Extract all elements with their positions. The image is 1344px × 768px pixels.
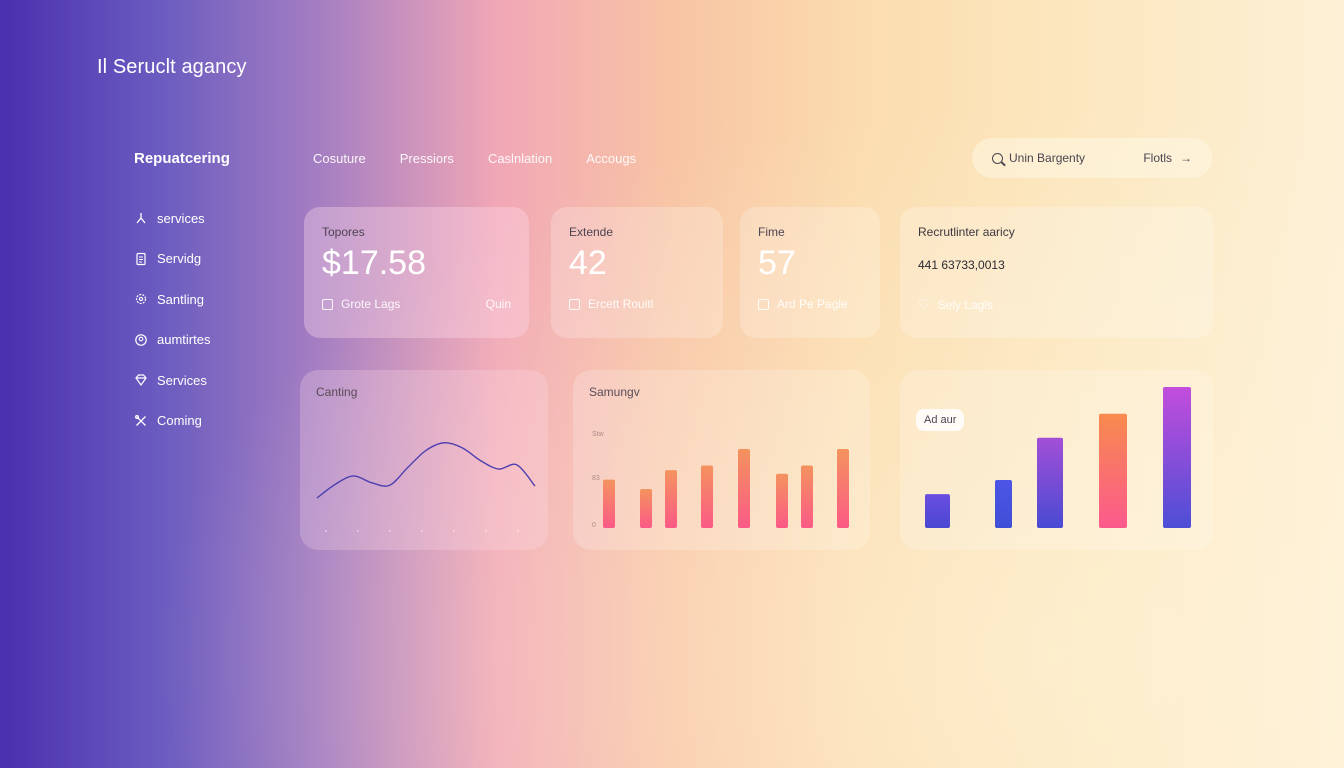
chart-tag[interactable]: Ad aur	[916, 409, 965, 431]
sidebar-item-santling[interactable]: Santling	[134, 290, 210, 308]
chart-title: Samungv	[589, 385, 640, 399]
diamond-icon	[134, 373, 148, 387]
bar	[738, 448, 750, 528]
bar	[925, 494, 950, 528]
gradient-bar-chart	[925, 387, 1191, 528]
card-label: Extende	[569, 225, 614, 239]
sidebar-item-label: Servidg	[157, 251, 202, 267]
sidebar-item-services[interactable]: services	[134, 209, 210, 227]
sidebar-item-label: services	[157, 210, 205, 226]
gradient-bar-chart-card: Ad aur	[900, 370, 1213, 550]
filter-button[interactable]: Flotls	[1143, 151, 1172, 165]
sidebar-item-label: Santling	[157, 291, 204, 307]
search-icon	[992, 152, 1003, 164]
sidebar-item-label: Services	[157, 372, 207, 388]
nav-item-caslnlation[interactable]: Caslnlation	[487, 151, 553, 166]
heart-icon: ♡	[918, 297, 930, 312]
y-tick-label: 0	[592, 522, 596, 529]
stat-card-extende[interactable]: Extende 42 Ercett Rouitl	[551, 207, 723, 338]
card-value: 441 63733,0013	[918, 258, 1005, 272]
document-icon	[134, 252, 148, 266]
line-chart	[316, 442, 536, 532]
stat-card-recruitment[interactable]: Recrutlinter aaricy 441 63733,0013 ♡ Sel…	[900, 207, 1213, 338]
card-value: 42	[569, 244, 607, 282]
sidebar-item-label: aumtirtes	[157, 332, 211, 348]
top-nav: Cosuture Pressiors Caslnlation Accougs	[313, 151, 636, 166]
card-footer-text: Grote Lags	[341, 297, 401, 311]
gear-icon	[134, 292, 148, 306]
calendar-icon	[322, 298, 333, 310]
sidebar-item-aumtirtes[interactable]: aumtirtes	[134, 331, 210, 349]
sidebar-item-label: Coming	[157, 413, 202, 429]
y-tick-label: 83	[592, 475, 600, 482]
card-footer: Ard Pe Pagle	[758, 297, 848, 311]
search-bar[interactable]: Unin Bargenty Flotls →	[972, 138, 1212, 178]
x-tick-mark	[357, 530, 359, 532]
bar-chart: Stw 83 0	[592, 431, 849, 529]
bar-chart-card: Samungv Stw 83 0	[573, 370, 870, 550]
y-tick-label: Stw	[592, 431, 605, 438]
badge-icon	[134, 333, 148, 347]
card-value: $17.58	[322, 244, 426, 282]
line-series	[316, 442, 536, 499]
brand-logo[interactable]: Il Seruclt agancy	[97, 56, 247, 78]
card-footer-text: Ard Pe Pagle	[777, 297, 848, 311]
bar	[995, 480, 1012, 528]
card-label: Recrutlinter aaricy	[918, 225, 1015, 239]
bar	[603, 479, 615, 528]
x-tick-mark	[485, 530, 487, 532]
x-tick-mark	[389, 530, 391, 532]
x-tick-mark	[517, 530, 519, 532]
line-chart-card: Canting	[300, 370, 548, 550]
card-footer: Ercett Rouitl	[569, 297, 653, 311]
card-footer-text: Sely Lagls	[937, 298, 994, 312]
card-footer: Grote Lags	[322, 297, 400, 311]
tools-icon	[134, 414, 148, 428]
sidebar-item-coming[interactable]: Coming	[134, 412, 210, 430]
card-label: Topores	[322, 225, 365, 239]
nav-item-pressiors[interactable]: Pressiors	[399, 151, 454, 166]
search-input[interactable]: Unin Bargenty	[1009, 151, 1086, 165]
bar	[801, 465, 813, 528]
card-label: Fime	[758, 225, 785, 239]
card-footer-text: Ercett Rouitl	[588, 297, 654, 311]
tree-icon	[134, 211, 148, 225]
bar	[1037, 437, 1063, 528]
sidebar-item-services-2[interactable]: Services	[134, 371, 210, 389]
card-value: 57	[758, 244, 796, 282]
card-footer: ♡ Sely Lagls	[918, 297, 993, 313]
sidebar: services Servidg Santling aumtirtes Serv…	[134, 209, 210, 453]
chart-title: Canting	[316, 385, 358, 399]
card-extra-link[interactable]: Quin	[485, 297, 511, 311]
sidebar-item-servidg[interactable]: Servidg	[134, 250, 210, 268]
nav-item-accougs[interactable]: Accougs	[586, 151, 637, 166]
checkbox-icon	[569, 298, 580, 310]
bar	[701, 465, 713, 528]
nav-item-cosuture[interactable]: Cosuture	[313, 151, 366, 166]
bar	[1163, 387, 1191, 528]
x-tick-mark	[421, 530, 423, 532]
checkbox-icon	[758, 298, 769, 310]
stat-card-topores[interactable]: Topores $17.58 Grote Lags Quin	[304, 207, 529, 338]
bar	[665, 470, 677, 528]
x-tick-mark	[453, 530, 455, 532]
x-tick-mark	[325, 530, 327, 532]
bar	[776, 473, 788, 528]
arrow-right-icon[interactable]: →	[1180, 151, 1192, 165]
stat-card-fime[interactable]: Fime 57 Ard Pe Pagle	[740, 207, 880, 338]
bar	[1099, 413, 1127, 528]
bar	[640, 489, 652, 528]
bar	[837, 448, 849, 528]
sidebar-title: Repuatcering	[134, 150, 230, 167]
